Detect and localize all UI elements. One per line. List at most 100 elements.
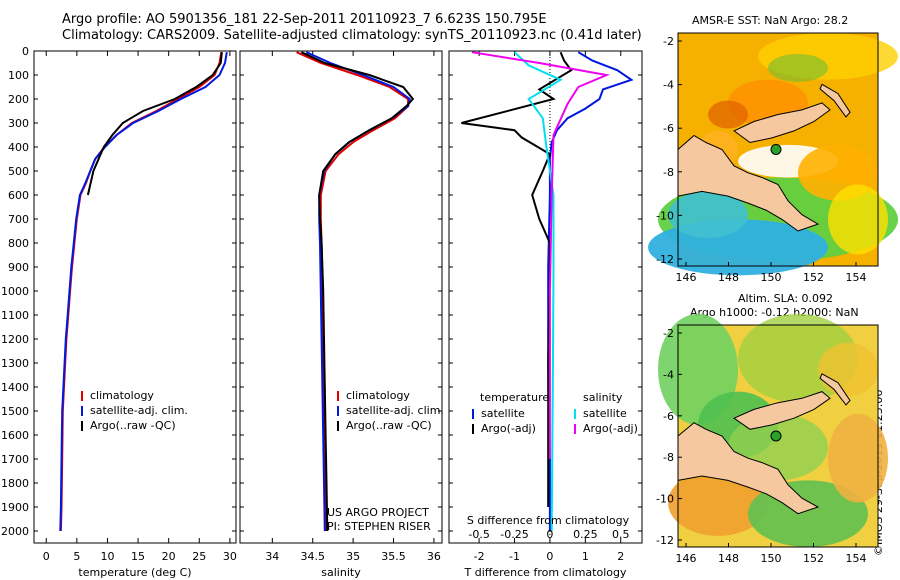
difference-xtick-label: -2 — [474, 550, 485, 563]
sla-map-xtick-label: 152 — [803, 552, 824, 565]
sla-map-ytick-label: -6 — [663, 410, 674, 423]
sst-land-new-ireland — [819, 83, 851, 118]
temperature-legend-label: satellite-adj. clim. — [90, 404, 188, 417]
depth-tick-label: 900 — [8, 261, 29, 274]
salinity-series-argo-raw-qc- — [300, 51, 415, 532]
temperature-xtick-label: 10 — [100, 550, 114, 563]
depth-tick-label: 1600 — [1, 429, 29, 442]
depth-tick-label: 1300 — [1, 357, 29, 370]
pi-label: PI: STEPHEN RISER — [327, 520, 431, 533]
salinity-panel: 34 34.5 35 35.5 36 salinity climatology satelli… — [239, 50, 444, 579]
temperature-legend-label: climatology — [90, 389, 154, 402]
difference-xtick-label: 1 — [582, 550, 589, 563]
depth-tick-label: 1200 — [1, 333, 29, 346]
salinity-xtick-label: 34 — [265, 550, 279, 563]
diff-s-tick-label: 0 — [546, 528, 553, 541]
salinity-xtick-label: 34.5 — [300, 550, 325, 563]
difference-xtick-label: 2 — [617, 550, 624, 563]
figure-title-line1: Argo profile: AO 5901356_181 22-Sep-2011… — [62, 12, 547, 27]
salinity-xlabel: salinity — [321, 566, 361, 579]
depth-tick-label: 1900 — [1, 501, 29, 514]
sla-map-ytick-label: -2 — [663, 327, 674, 340]
sst-field-patch — [668, 191, 748, 239]
difference-xtick-label: 0 — [546, 550, 553, 563]
salinity-legend-label: Argo(..raw -QC) — [346, 419, 432, 432]
diff-legend-label: satellite — [583, 407, 627, 420]
depth-tick-label: 600 — [8, 189, 29, 202]
diff-top-xlabel: S difference from climatology — [467, 514, 630, 527]
temperature-xtick-label: 20 — [162, 550, 176, 563]
temperature-xtick-label: 30 — [223, 550, 237, 563]
diff-legend-label: satellite — [481, 407, 525, 420]
sst-field-patch — [768, 53, 828, 82]
depth-tick-label: 1000 — [1, 285, 29, 298]
sla-map-xtick-label: 148 — [718, 552, 739, 565]
sla-map-title: Altim. SLA: 0.092 — [738, 292, 834, 305]
sst-map-ytick-label: -4 — [663, 79, 674, 92]
temperature-xlabel: temperature (deg C) — [78, 566, 191, 579]
temperature-legend-label: Argo(..raw -QC) — [90, 419, 176, 432]
sst-map-frame — [677, 32, 879, 267]
sst-map-ytick-label: -6 — [663, 122, 674, 135]
sla-land-new-guinea — [677, 422, 820, 515]
sla-field-patch — [828, 413, 888, 503]
difference-panel: -2 -1 0 1 2 T difference from climatology temp… — [448, 50, 643, 579]
sst-field-patch — [708, 100, 748, 129]
depth-tick-label: 0 — [22, 45, 29, 58]
depth-tick-label: 1500 — [1, 405, 29, 418]
sla-map: 146 148 150 152 154 -2 -4 -6 -8 -10 -12 — [656, 313, 888, 565]
sst-map-ytick-label: -12 — [656, 253, 674, 266]
depth-tick-label: 1800 — [1, 477, 29, 490]
temperature-xtick-label: 0 — [43, 550, 50, 563]
depth-tick-label: 1700 — [1, 453, 29, 466]
sla-map-ytick-label: -12 — [656, 534, 674, 547]
difference-xlabel: T difference from climatology — [464, 566, 627, 579]
sla-map-ytick-label: -8 — [663, 451, 674, 464]
sst-land-new-guinea — [677, 134, 820, 232]
difference-series-salinity-satellite — [513, 51, 563, 532]
diff-legend-salinity-title: salinity — [583, 391, 623, 404]
temperature-series-argo-raw-qc- — [86, 52, 223, 196]
sla-map-xtick-label: 154 — [846, 552, 867, 565]
depth-tick-label: 400 — [8, 141, 29, 154]
salinity-xtick-label: 36 — [427, 550, 441, 563]
salinity-legend-label: climatology — [346, 389, 410, 402]
sst-map-ytick-label: -2 — [663, 35, 674, 48]
depth-tick-label: 300 — [8, 117, 29, 130]
salinity-legend-label: satellite-adj. clim. — [346, 404, 444, 417]
diff-s-tick-label: -0.5 — [468, 528, 489, 541]
depth-tick-label: 100 — [8, 69, 29, 82]
diff-legend-label: Argo(-adj) — [481, 422, 536, 435]
sst-map-ytick-label: -8 — [663, 166, 674, 179]
difference-xtick-label: -1 — [509, 550, 520, 563]
sla-map-ytick-label: -10 — [656, 493, 674, 506]
sla-argo-marker — [770, 430, 782, 442]
figure-title-line2: Climatology: CARS2009. Satellite-adjuste… — [62, 28, 642, 43]
depth-tick-label: 700 — [8, 213, 29, 226]
depth-tick-label: 500 — [8, 165, 29, 178]
depth-tick-label: 200 — [8, 93, 29, 106]
temperature-series-satellite-adj-clim- — [59, 52, 228, 532]
sla-map-xtick-label: 150 — [761, 552, 782, 565]
diff-s-tick-label: 0.5 — [612, 528, 630, 541]
sst-map-xtick-label: 154 — [846, 271, 867, 284]
salinity-xtick-label: 35 — [346, 550, 360, 563]
project-label: US ARGO PROJECT — [327, 506, 429, 519]
depth-tick-label: 1100 — [1, 309, 29, 322]
sst-map-xtick-label: 152 — [803, 271, 824, 284]
difference-series-salinity-argo — [471, 51, 611, 459]
sla-land-new-ireland — [819, 373, 851, 406]
sst-map-xtick-label: 150 — [761, 271, 782, 284]
depth-tick-label: 2000 — [1, 525, 29, 538]
temperature-panel: 0 5 10 15 20 25 300100200300400500600700800900… — [1, 45, 237, 579]
diff-s-tick-label: -0.25 — [500, 528, 528, 541]
sst-field-patch — [828, 184, 888, 255]
temperature-xtick-label: 15 — [131, 550, 145, 563]
depth-tick-label: 1400 — [1, 381, 29, 394]
temperature-axes-box — [33, 50, 237, 544]
sst-map-title: AMSR-E SST: NaN Argo: 28.2 — [692, 14, 849, 27]
sla-map-subtitle: Argo h1000: -0.12 h2000: NaN — [690, 306, 859, 319]
sst-land-new-britain — [733, 102, 831, 144]
sla-map-xtick-label: 146 — [676, 552, 697, 565]
